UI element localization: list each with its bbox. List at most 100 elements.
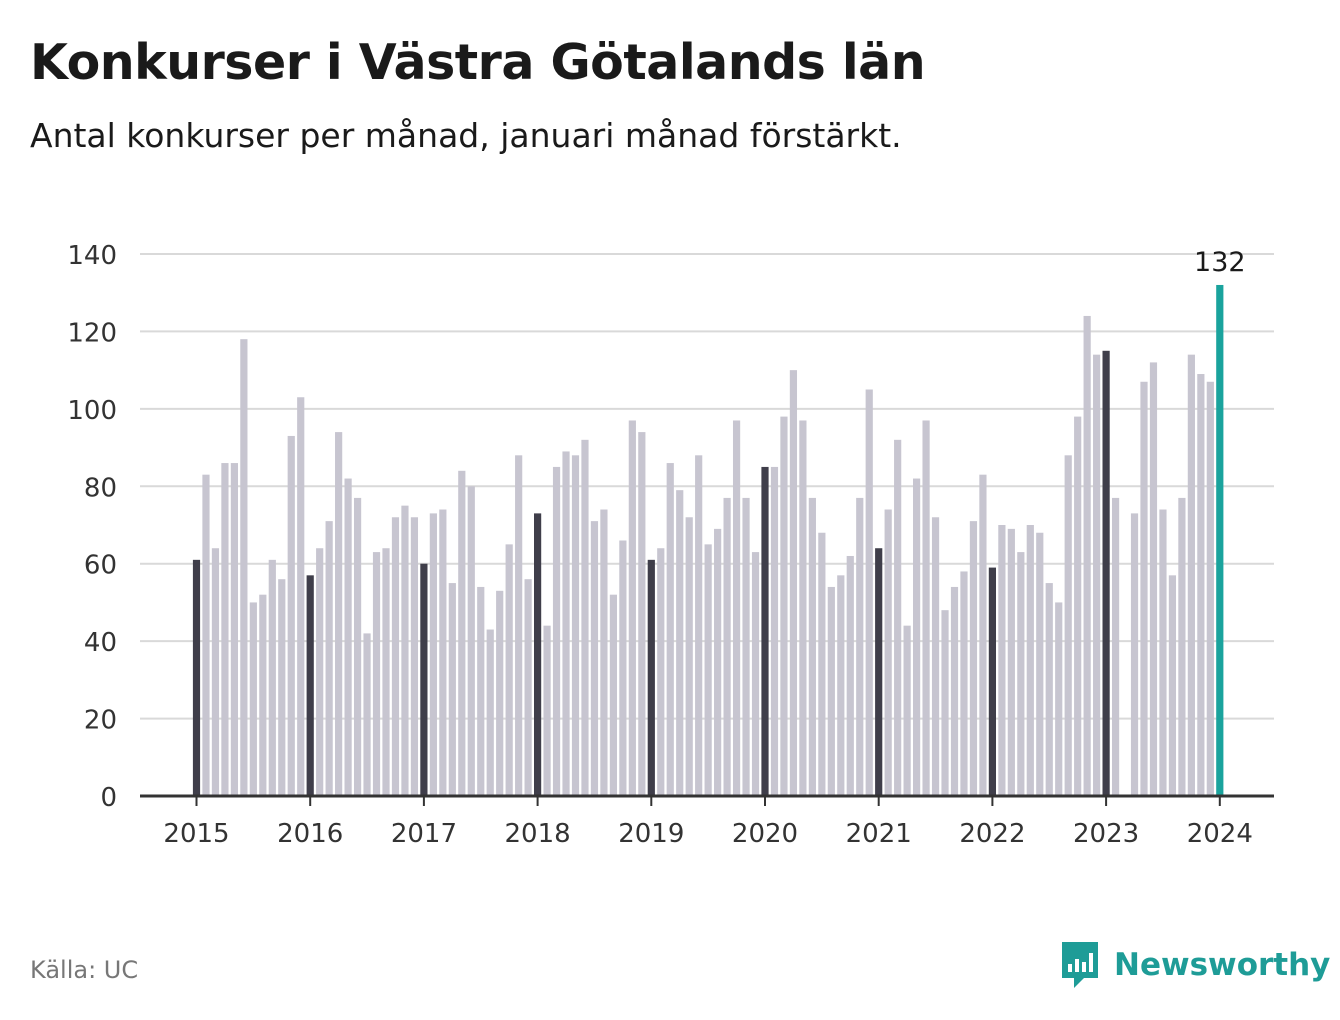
bar: [382, 548, 390, 796]
bar: [1216, 284, 1224, 796]
x-tick-label: 2017: [391, 819, 457, 849]
bar: [865, 389, 873, 796]
bar: [534, 513, 542, 796]
bar: [647, 559, 655, 796]
bar: [363, 633, 371, 796]
bar: [780, 416, 788, 796]
bar: [439, 509, 447, 796]
bar: [846, 555, 854, 796]
bar: [448, 583, 456, 796]
bar: [875, 548, 883, 796]
bar: [619, 540, 627, 796]
bar: [903, 625, 911, 796]
y-tick-label: 80: [84, 473, 117, 503]
bar: [420, 563, 428, 796]
bar: [808, 497, 816, 796]
highlight-value-label: 132: [1194, 247, 1246, 278]
bar: [287, 435, 295, 796]
bar: [1064, 455, 1072, 796]
bar: [1102, 350, 1110, 796]
bar: [751, 552, 760, 796]
bar: [609, 594, 617, 796]
bar: [344, 478, 352, 796]
bar: [1140, 381, 1148, 796]
y-tick-label: 40: [84, 628, 117, 658]
bar: [742, 497, 750, 796]
bar: [979, 474, 987, 796]
x-axis: [140, 794, 1274, 806]
bar: [240, 339, 248, 796]
bar: [856, 497, 864, 796]
bar: [505, 544, 513, 796]
bar: [316, 548, 324, 796]
bar: [486, 629, 494, 796]
chart-title: Konkurser i Västra Götalands län: [30, 34, 926, 91]
bar: [306, 575, 314, 796]
bar: [988, 567, 996, 796]
bar: [638, 432, 646, 796]
y-tick-label: 20: [84, 706, 117, 736]
x-axis-tick-labels: 2015 2016 2017 2018 2019 2020 2021 2022 2023 2024: [163, 819, 1252, 849]
bar: [799, 420, 807, 796]
bar: [401, 505, 409, 796]
newsworthy-brand: Newsworthy: [1060, 940, 1330, 990]
bar: [1130, 513, 1139, 796]
bar: [998, 525, 1006, 796]
x-tick-label: 2023: [1073, 819, 1139, 849]
bar: [789, 370, 798, 796]
bars: [192, 284, 1224, 796]
x-tick-label: 2020: [732, 819, 798, 849]
bar: [922, 420, 930, 796]
bar: [1206, 381, 1214, 796]
bar: [458, 470, 466, 796]
bar: [1074, 416, 1082, 796]
bar: [761, 466, 769, 796]
bar: [581, 439, 589, 796]
bar: [325, 521, 333, 796]
bar: [732, 420, 741, 796]
bar: [695, 455, 703, 796]
x-tick-label: 2019: [618, 819, 684, 849]
bar: [552, 466, 561, 796]
bar: [827, 586, 835, 796]
bar: [685, 517, 693, 796]
bar: [941, 610, 949, 796]
bar: [1178, 497, 1186, 796]
bar: [1036, 532, 1044, 796]
bar: [1045, 583, 1053, 796]
bar: [278, 579, 286, 796]
bar: [666, 463, 674, 796]
x-tick-label: 2016: [277, 819, 343, 849]
bar: [221, 463, 229, 796]
chart-subtitle: Antal konkurser per månad, januari månad…: [30, 116, 902, 155]
bar: [562, 451, 570, 796]
bar: [1149, 362, 1158, 796]
bar: [543, 625, 551, 796]
bar: [353, 497, 362, 796]
x-tick-label: 2022: [959, 819, 1025, 849]
bar: [268, 559, 276, 796]
x-tick-label: 2018: [505, 819, 571, 849]
bar: [960, 571, 968, 796]
bar: [1083, 315, 1091, 796]
y-tick-label: 0: [100, 783, 117, 813]
bar: [524, 579, 532, 796]
bar: [429, 513, 437, 796]
bar: [818, 532, 826, 796]
bar: [723, 497, 731, 796]
bar: [1007, 528, 1015, 796]
bar: [249, 602, 257, 796]
bar: [391, 517, 400, 796]
bar: [1187, 354, 1195, 796]
y-tick-label: 100: [67, 396, 117, 426]
y-tick-label: 140: [67, 241, 117, 271]
source-note: Källa: UC: [30, 956, 139, 984]
bar: [1017, 552, 1025, 796]
bar: [676, 490, 684, 796]
bar: [211, 548, 220, 796]
bar-chart-speech-bubble-icon: [1062, 942, 1098, 988]
x-tick-label: 2015: [163, 819, 229, 849]
bar: [950, 586, 959, 796]
brand-name: Newsworthy: [1114, 947, 1331, 983]
